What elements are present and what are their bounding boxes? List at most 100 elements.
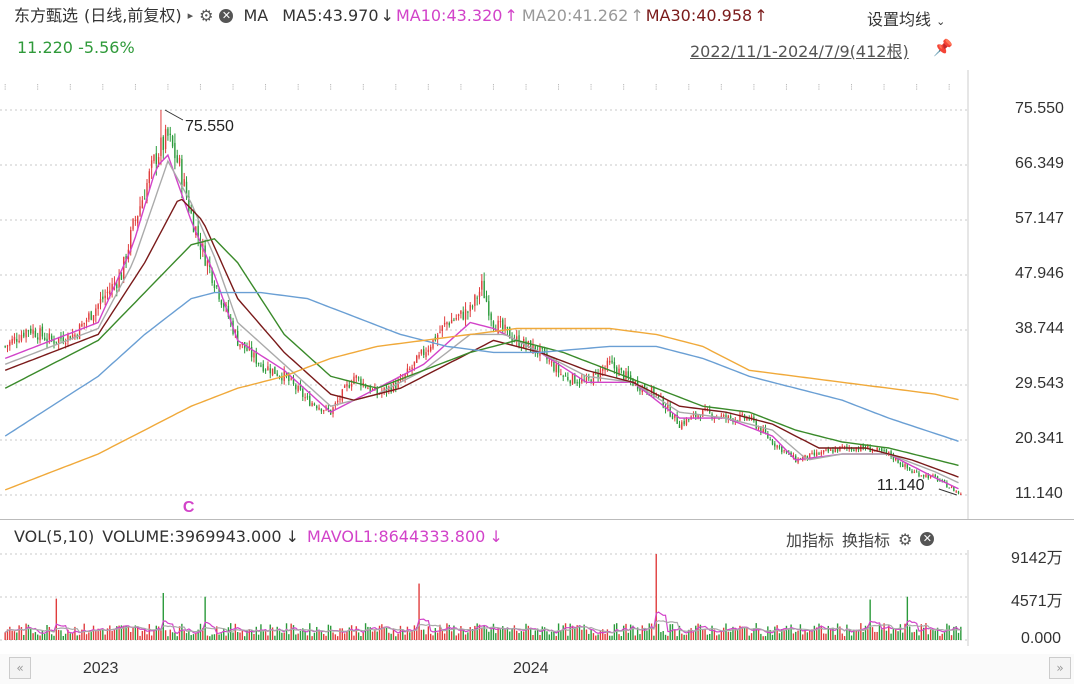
volume-bar[interactable]: [829, 629, 832, 640]
candle-body[interactable]: [343, 385, 346, 388]
stock-name[interactable]: 东方甄选: [14, 6, 79, 25]
candle-body[interactable]: [383, 387, 385, 392]
volume-bar[interactable]: [650, 623, 653, 640]
candle-body[interactable]: [785, 451, 788, 453]
candle-body[interactable]: [667, 404, 669, 409]
volume-bar[interactable]: [769, 629, 771, 640]
candle-body[interactable]: [278, 375, 281, 377]
event-marker[interactable]: ⁝: [557, 82, 560, 92]
volume-bar[interactable]: [750, 633, 753, 640]
candle-body[interactable]: [55, 341, 58, 343]
candle-body[interactable]: [771, 440, 774, 445]
candle-body[interactable]: [571, 373, 574, 385]
candle-body[interactable]: [578, 381, 581, 384]
candle-body[interactable]: [295, 384, 297, 390]
candle-body[interactable]: [804, 454, 806, 459]
candle-body[interactable]: [353, 376, 355, 384]
volume-bar[interactable]: [290, 623, 292, 640]
volume-bar[interactable]: [732, 626, 734, 640]
candle-body[interactable]: [318, 407, 320, 410]
candle-body[interactable]: [267, 366, 269, 371]
volume-bar[interactable]: [462, 629, 464, 640]
candle-body[interactable]: [562, 375, 564, 377]
event-marker[interactable]: ⁝: [264, 82, 267, 92]
volume-bar[interactable]: [148, 624, 151, 640]
volume-bar[interactable]: [411, 630, 413, 640]
volume-bar[interactable]: [715, 635, 718, 640]
volume-bar[interactable]: [25, 623, 27, 640]
volume-bar[interactable]: [364, 623, 367, 640]
volume-bar[interactable]: [334, 634, 337, 640]
candle-body[interactable]: [792, 455, 795, 458]
event-marker[interactable]: ⁝: [785, 82, 788, 92]
date-range[interactable]: 2022/11/1-2024/7/9(412根): [690, 38, 909, 62]
volume-bar[interactable]: [397, 633, 399, 640]
volume-bar[interactable]: [197, 629, 199, 640]
volume-bar[interactable]: [62, 636, 64, 640]
volume-bar[interactable]: [262, 631, 264, 640]
volume-bar[interactable]: [955, 626, 957, 640]
candle-body[interactable]: [304, 397, 306, 399]
volume-bar[interactable]: [418, 583, 420, 640]
candle-body[interactable]: [525, 341, 527, 347]
volume-bar[interactable]: [571, 625, 574, 640]
volume-bar[interactable]: [890, 633, 892, 640]
volume-bar[interactable]: [604, 633, 606, 640]
volume-bar[interactable]: [125, 626, 127, 640]
candle-body[interactable]: [755, 420, 757, 429]
gear-icon[interactable]: ⚙: [898, 529, 913, 549]
volume-bar[interactable]: [739, 625, 741, 640]
event-marker[interactable]: ⁝: [329, 82, 332, 92]
volume-bar[interactable]: [376, 631, 378, 640]
volume-bar[interactable]: [253, 633, 255, 640]
event-marker[interactable]: ⁝: [752, 82, 755, 92]
candle-body[interactable]: [516, 336, 518, 340]
candle-body[interactable]: [760, 426, 762, 433]
candle-body[interactable]: [943, 479, 946, 482]
candle-body[interactable]: [699, 416, 702, 418]
candle-body[interactable]: [320, 408, 323, 412]
volume-bar[interactable]: [71, 632, 74, 640]
volume-bar[interactable]: [957, 632, 960, 640]
candle-body[interactable]: [216, 285, 218, 287]
candle-body[interactable]: [181, 159, 183, 188]
volume-bar[interactable]: [811, 629, 813, 640]
candle-body[interactable]: [783, 450, 785, 452]
candle-body[interactable]: [681, 422, 683, 429]
volume-bar[interactable]: [348, 627, 350, 640]
candle-body[interactable]: [62, 337, 64, 343]
volume-bar[interactable]: [564, 623, 567, 640]
candle-body[interactable]: [543, 347, 546, 353]
candle-body[interactable]: [199, 240, 202, 250]
volume-bar[interactable]: [404, 634, 406, 640]
candle-body[interactable]: [920, 475, 923, 477]
volume-bar[interactable]: [402, 629, 404, 640]
candle-body[interactable]: [88, 313, 90, 320]
volume-bar[interactable]: [611, 635, 613, 640]
volume-bar[interactable]: [509, 631, 511, 640]
candle-body[interactable]: [416, 355, 418, 363]
volume-bar[interactable]: [734, 627, 736, 640]
volume-bar[interactable]: [569, 623, 571, 640]
candle-body[interactable]: [150, 160, 153, 168]
volume-bar[interactable]: [848, 629, 850, 640]
candle-body[interactable]: [192, 213, 195, 233]
volume-bar[interactable]: [188, 630, 190, 640]
candle-body[interactable]: [288, 375, 290, 382]
candle-body[interactable]: [843, 446, 846, 448]
candle-body[interactable]: [413, 361, 416, 366]
candle-body[interactable]: [253, 352, 255, 358]
volume-bar[interactable]: [76, 635, 78, 640]
volume-bar[interactable]: [709, 633, 711, 640]
volume-bar[interactable]: [597, 634, 599, 640]
candle-body[interactable]: [167, 128, 169, 136]
volume-bar[interactable]: [671, 624, 674, 640]
volume-bar[interactable]: [578, 625, 581, 640]
candle-body[interactable]: [620, 367, 623, 370]
candle-body[interactable]: [481, 280, 483, 290]
volume-bar[interactable]: [883, 623, 885, 640]
volume-bar[interactable]: [741, 626, 743, 640]
candle-body[interactable]: [502, 319, 504, 330]
volume-bar[interactable]: [522, 631, 525, 640]
volume-bar[interactable]: [60, 630, 62, 640]
